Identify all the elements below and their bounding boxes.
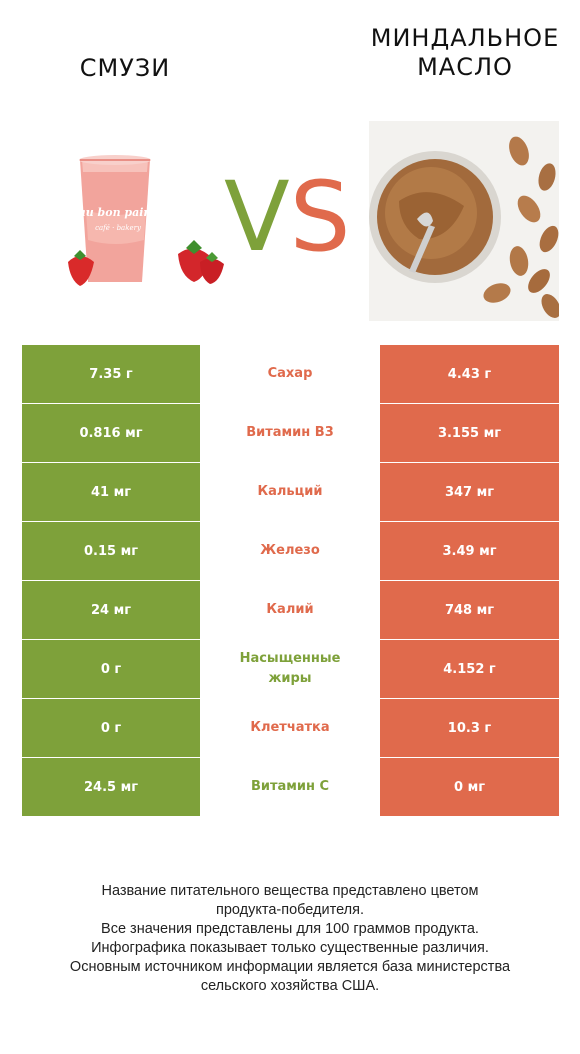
right-value: 3.155 мг	[379, 403, 560, 463]
comparison-row: 41 мг Кальций 347 мг	[21, 462, 560, 522]
left-value: 0 г	[21, 698, 201, 758]
left-value: 24 мг	[21, 580, 201, 640]
comparison-row: 0.15 мг Железо 3.49 мг	[21, 521, 560, 581]
nutrient-name: Калий	[200, 580, 380, 640]
footnote-line: Название питательного вещества представл…	[101, 883, 479, 899]
nutrient-name: Витамин C	[200, 757, 380, 817]
left-value: 24.5 мг	[21, 757, 201, 817]
footnote: Название питательного вещества представл…	[20, 882, 560, 996]
comparison-row: 24 мг Калий 748 мг	[21, 580, 560, 640]
almond-butter-image	[369, 121, 559, 321]
nutrient-name: Железо	[200, 521, 380, 581]
footnote-line: Основным источником информации является …	[69, 959, 511, 975]
smoothie-image: au bon pain café · bakery	[60, 150, 230, 290]
comparison-row: 0.816 мг Витамин B3 3.155 мг	[21, 403, 560, 463]
left-value: 41 мг	[21, 462, 201, 522]
footnote-line: Все значения представлены для 100 граммо…	[101, 921, 479, 937]
svg-text:au bon pain: au bon pain	[79, 206, 152, 219]
comparison-table: 7.35 г Сахар 4.43 г 0.816 мг Витамин B3 3.155…	[21, 344, 560, 817]
right-value: 347 мг	[379, 462, 560, 522]
left-value: 0 г	[21, 639, 201, 699]
svg-text:café · bakery: café · bakery	[95, 224, 142, 232]
footnote-line: продукта-победителя.	[215, 902, 365, 918]
right-value: 3.49 мг	[379, 521, 560, 581]
left-value: 0.816 мг	[21, 403, 201, 463]
comparison-row: 0 г Насыщенные жиры 4.152 г	[21, 639, 560, 699]
footnote-line: сельского хозяйства США.	[200, 978, 380, 994]
right-value: 10.3 г	[379, 698, 560, 758]
comparison-row: 7.35 г Сахар 4.43 г	[21, 344, 560, 404]
nutrient-name: Кальций	[200, 462, 380, 522]
right-value: 0 мг	[379, 757, 560, 817]
nutrient-name: Клетчатка	[200, 698, 380, 758]
vs-s: S	[289, 161, 351, 273]
right-product-title: МИНДАЛЬНОЕ МАСЛО	[370, 24, 560, 81]
left-value: 0.15 мг	[21, 521, 201, 581]
comparison-row: 0 г Клетчатка 10.3 г	[21, 698, 560, 758]
right-value: 748 мг	[379, 580, 560, 640]
vs-label: VS	[224, 162, 351, 272]
right-value: 4.43 г	[379, 344, 560, 404]
nutrient-name: Насыщенные жиры	[200, 639, 380, 699]
nutrient-name: Сахар	[200, 344, 380, 404]
left-product-title: СМУЗИ	[79, 54, 171, 82]
vs-v: V	[224, 161, 290, 273]
nutrient-name: Витамин B3	[200, 403, 380, 463]
right-value: 4.152 г	[379, 639, 560, 699]
left-value: 7.35 г	[21, 344, 201, 404]
footnote-line: Инфографика показывает только существенн…	[91, 940, 489, 956]
